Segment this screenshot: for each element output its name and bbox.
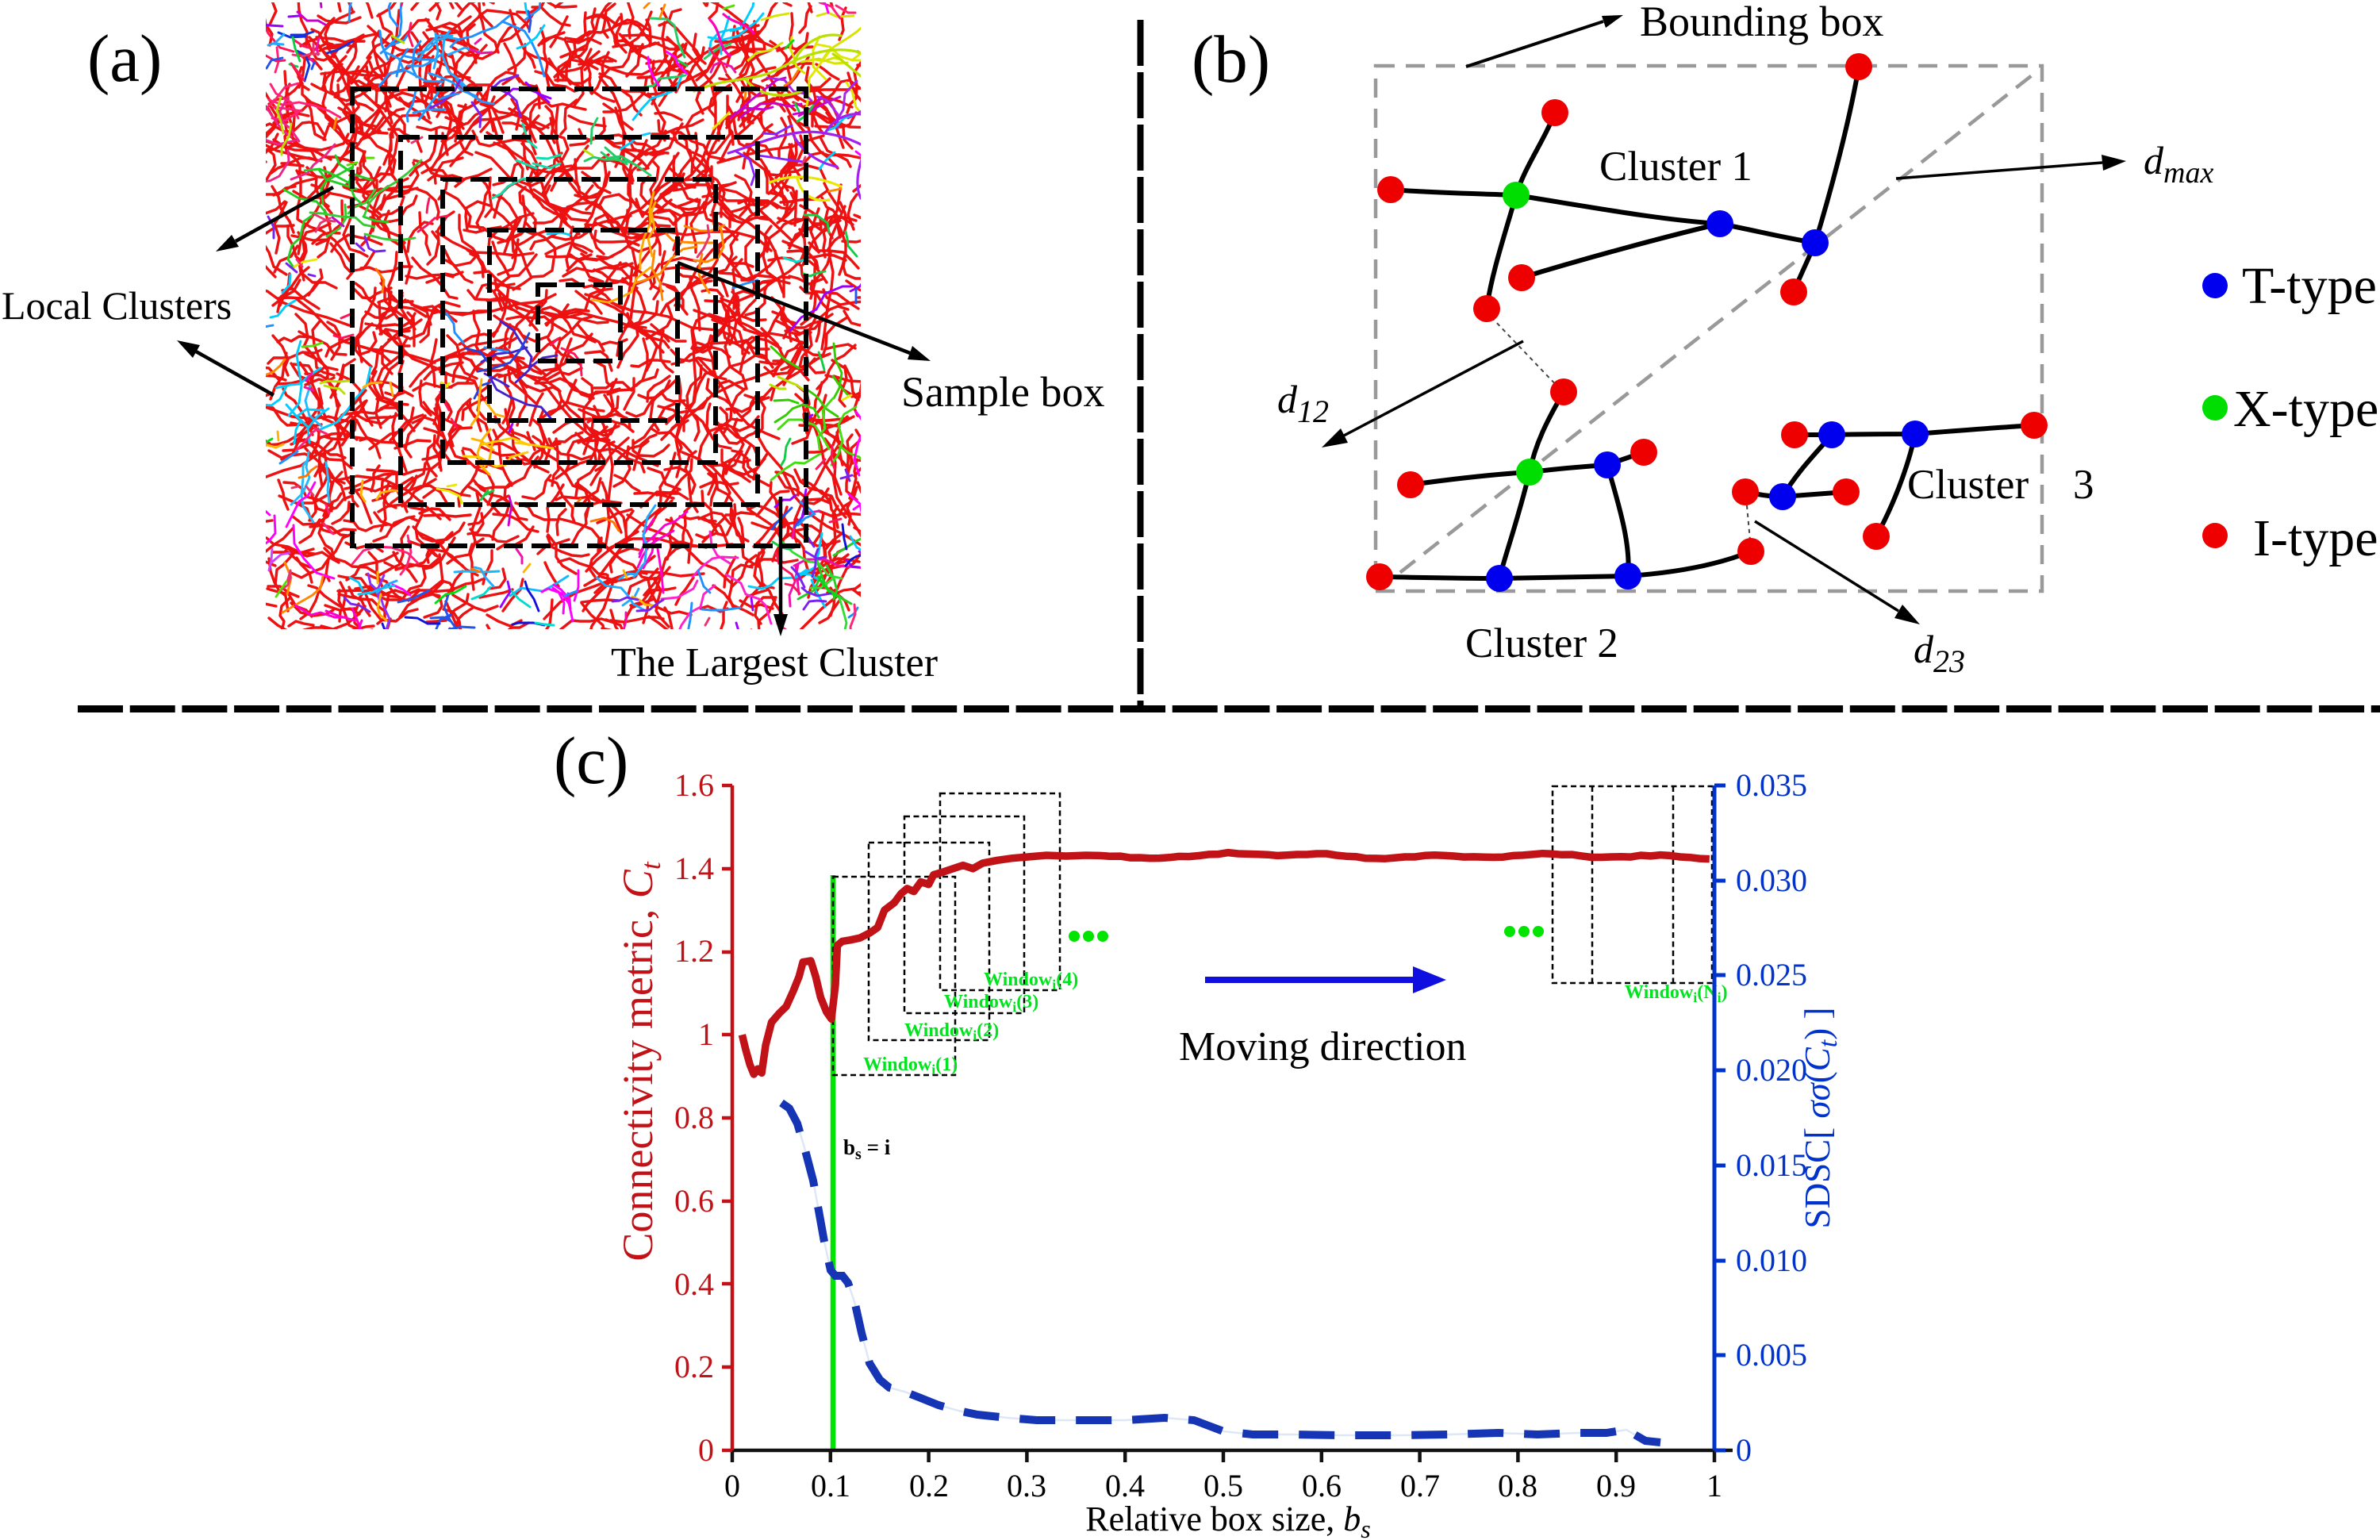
svg-text:(a): (a): [87, 21, 162, 96]
svg-text:1.6: 1.6: [674, 767, 714, 803]
svg-text:0: 0: [1736, 1432, 1752, 1468]
svg-text:0.030: 0.030: [1736, 862, 1807, 898]
svg-text:SDSC[ σσ(Ct) ]: SDSC[ σσ(Ct) ]: [1798, 1008, 1843, 1229]
svg-text:Local Clusters: Local Clusters: [2, 283, 232, 328]
svg-text:0.6: 0.6: [1302, 1468, 1342, 1504]
svg-text:I-type: I-type: [2253, 509, 2378, 567]
svg-text:0.8: 0.8: [674, 1100, 714, 1135]
svg-text:0.020: 0.020: [1736, 1052, 1807, 1088]
svg-text:0.3: 0.3: [1007, 1468, 1046, 1504]
svg-text:0.6: 0.6: [674, 1183, 714, 1219]
svg-text:0.9: 0.9: [1596, 1468, 1636, 1504]
svg-text:0: 0: [698, 1432, 714, 1468]
svg-text:0.005: 0.005: [1736, 1337, 1807, 1373]
svg-text:0.8: 0.8: [1498, 1468, 1537, 1504]
svg-text:Relative box size, bs: Relative box size, bs: [1085, 1500, 1370, 1540]
svg-text:Connectivity metric, Ct: Connectivity metric, Ct: [614, 861, 666, 1261]
svg-text:0.5: 0.5: [1203, 1468, 1243, 1504]
svg-text:Sample box: Sample box: [901, 368, 1104, 416]
svg-text:1: 1: [1706, 1468, 1722, 1504]
svg-text:Windowi(2): Windowi(2): [904, 1020, 999, 1043]
svg-text:Windowi(1): Windowi(1): [863, 1054, 958, 1077]
svg-text:3: 3: [2073, 462, 2094, 508]
svg-text:0.010: 0.010: [1736, 1242, 1807, 1278]
svg-text:0.2: 0.2: [909, 1468, 949, 1504]
svg-text:1.4: 1.4: [674, 851, 714, 886]
svg-text:0.2: 0.2: [674, 1349, 714, 1384]
svg-text:The Largest Cluster: The Largest Cluster: [611, 640, 938, 686]
svg-text:Moving direction: Moving direction: [1179, 1024, 1467, 1070]
svg-text:Cluster 2: Cluster 2: [1465, 620, 1618, 666]
svg-text:Cluster: Cluster: [1907, 462, 2029, 508]
svg-text:0: 0: [724, 1468, 740, 1504]
svg-text:Windowi(Ni): Windowi(Ni): [1625, 982, 1728, 1005]
svg-text:(c): (c): [554, 724, 628, 798]
svg-text:0.015: 0.015: [1736, 1147, 1807, 1183]
svg-text:0.1: 0.1: [811, 1468, 850, 1504]
svg-text:Windowi(4): Windowi(4): [984, 970, 1078, 993]
svg-text:Windowi(3): Windowi(3): [944, 992, 1038, 1015]
svg-text:0.025: 0.025: [1736, 957, 1807, 993]
svg-text:bs = i: bs = i: [843, 1135, 891, 1163]
svg-text:Bounding box: Bounding box: [1640, 0, 1884, 45]
svg-text:0.7: 0.7: [1400, 1468, 1440, 1504]
svg-text:1.2: 1.2: [674, 933, 714, 969]
svg-text:0.4: 0.4: [1105, 1468, 1145, 1504]
svg-text:0.035: 0.035: [1736, 767, 1807, 803]
svg-text:X-type: X-type: [2233, 380, 2378, 438]
svg-text:0.4: 0.4: [674, 1266, 714, 1302]
svg-text:Cluster 1: Cluster 1: [1599, 144, 1752, 190]
svg-text:T-type: T-type: [2242, 257, 2377, 315]
svg-text:1: 1: [698, 1016, 714, 1052]
svg-text:(b): (b): [1192, 22, 1270, 97]
